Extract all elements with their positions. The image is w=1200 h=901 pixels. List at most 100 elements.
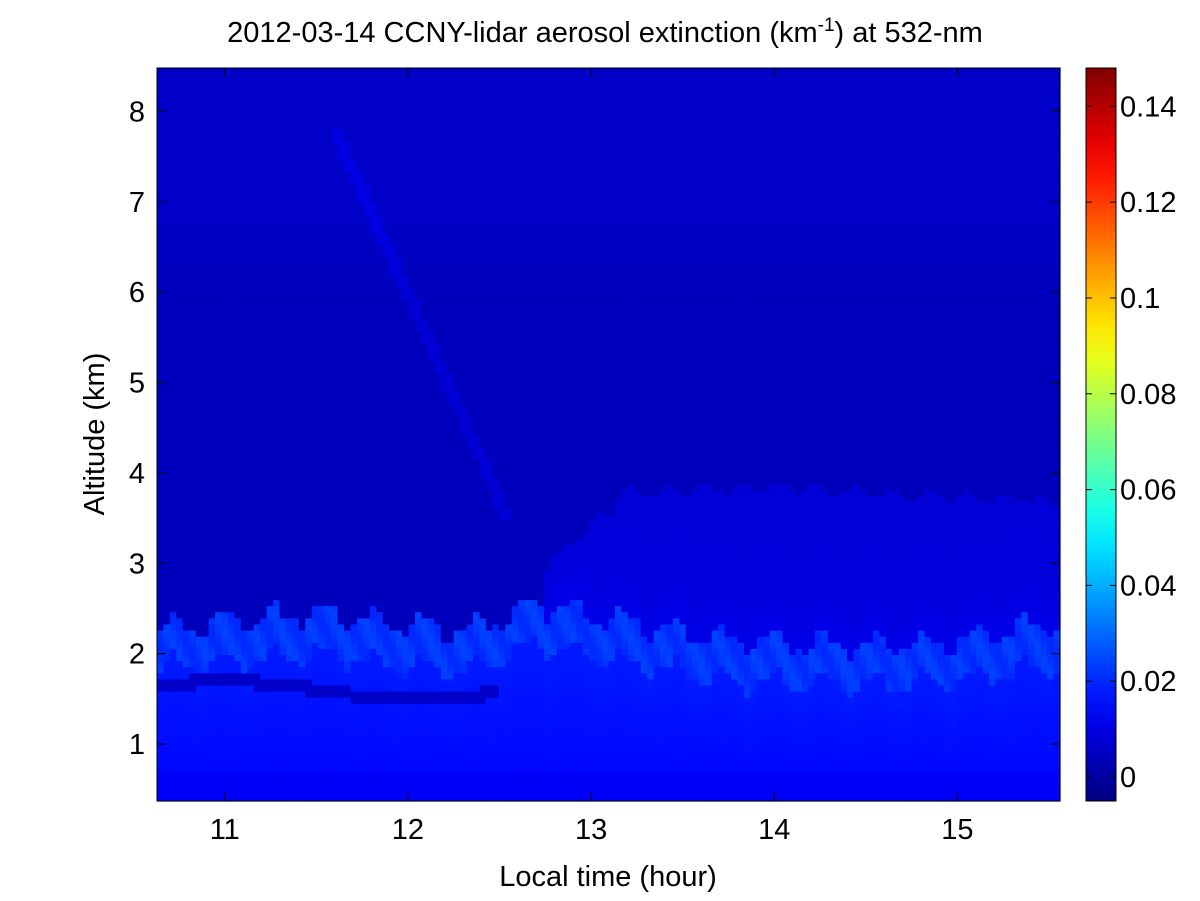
heatmap-cell (292, 422, 300, 429)
heatmap-cell (169, 196, 177, 203)
heatmap-cell (311, 104, 319, 112)
heatmap-cell (240, 86, 248, 94)
heatmap-cell (202, 764, 210, 772)
heatmap-cell (227, 605, 235, 613)
heatmap-cell (202, 122, 210, 130)
heatmap-cell (195, 611, 203, 619)
heatmap-cell (195, 501, 203, 509)
heatmap-cell (240, 538, 248, 546)
heatmap-cell (279, 617, 287, 625)
heatmap-cell (266, 611, 274, 619)
heatmap-cell (356, 245, 364, 252)
heatmap-cell (298, 367, 306, 375)
heatmap-cell (389, 202, 397, 210)
heatmap-cell (169, 581, 177, 588)
heatmap-cell (247, 196, 255, 203)
heatmap-cell (376, 86, 384, 94)
heatmap-cell (163, 226, 171, 234)
heatmap-cell (382, 239, 390, 246)
heatmap-cell (408, 416, 416, 423)
heatmap-cell (350, 458, 358, 466)
heatmap-cell (266, 226, 274, 234)
heatmap-cell (182, 330, 190, 338)
heatmap-cell (260, 122, 268, 130)
heatmap-cell (273, 184, 281, 191)
heatmap-cell (395, 239, 403, 246)
heatmap-cell (318, 758, 326, 765)
heatmap-cell (260, 495, 268, 503)
heatmap-cell (202, 208, 210, 216)
heatmap-cell (195, 239, 203, 246)
heatmap-cell (260, 703, 268, 710)
heatmap-cell (389, 770, 397, 778)
heatmap-cell (318, 691, 326, 698)
heatmap-cell (402, 452, 410, 460)
heatmap-cell (324, 709, 332, 717)
heatmap-cell (305, 245, 313, 252)
heatmap-cell (157, 513, 165, 521)
heatmap-cell (182, 629, 190, 637)
heatmap-cell (182, 776, 190, 784)
heatmap-cell (176, 691, 184, 698)
heatmap-cell (286, 733, 294, 741)
heatmap-cell (215, 220, 223, 228)
heatmap-cell (182, 642, 190, 649)
heatmap-cell (227, 306, 235, 313)
heatmap-cell (234, 764, 242, 772)
heatmap-cell (337, 794, 345, 802)
heatmap-cell (260, 214, 268, 222)
heatmap-cell (369, 605, 377, 613)
heatmap-cell (253, 684, 261, 692)
heatmap-cell (369, 177, 377, 185)
heatmap-cell (395, 550, 403, 558)
heatmap-cell (227, 391, 235, 399)
heatmap-cell (324, 86, 332, 94)
heatmap-cell (369, 703, 377, 710)
heatmap-cell (292, 330, 300, 338)
heatmap-cell (221, 251, 229, 258)
heatmap-cell (189, 116, 197, 124)
heatmap-cell (356, 269, 364, 277)
heatmap-cell (266, 232, 274, 240)
heatmap-cell (363, 752, 371, 759)
heatmap-cell (298, 697, 306, 704)
heatmap-cell (395, 135, 403, 142)
heatmap-cell (389, 672, 397, 680)
heatmap-cell (208, 104, 216, 112)
heatmap-cell (376, 550, 384, 558)
heatmap-cell (369, 556, 377, 564)
heatmap-cell (286, 214, 294, 222)
heatmap-cell (221, 80, 229, 87)
heatmap-cell (292, 416, 300, 423)
heatmap-cell (292, 513, 300, 521)
heatmap-cell (253, 458, 261, 466)
heatmap-cell (415, 98, 423, 106)
heatmap-cell (344, 465, 352, 472)
heatmap-cell (356, 629, 364, 637)
heatmap-cell (273, 385, 281, 393)
heatmap-cell (202, 495, 210, 503)
heatmap-cell (305, 232, 313, 240)
heatmap-cell (247, 440, 255, 448)
heatmap-cell (376, 709, 384, 717)
heatmap-cell (253, 416, 261, 423)
heatmap-cell (253, 636, 261, 643)
heatmap-cell (421, 611, 429, 619)
heatmap-cell (189, 758, 197, 765)
heatmap-cell (382, 68, 390, 75)
heatmap-cell (221, 574, 229, 582)
heatmap-cell (286, 770, 294, 778)
heatmap-cell (421, 458, 429, 466)
heatmap-cell (163, 104, 171, 112)
heatmap-cell (169, 330, 177, 338)
heatmap-cell (363, 758, 371, 765)
heatmap-cell (363, 684, 371, 692)
heatmap-cell (169, 520, 177, 527)
heatmap-cell (208, 629, 216, 637)
heatmap-cell (279, 391, 287, 399)
heatmap-cell (311, 153, 319, 161)
heatmap-cell (163, 318, 171, 326)
heatmap-cell (331, 758, 339, 765)
heatmap-cell (350, 177, 358, 185)
heatmap-cell (273, 202, 281, 210)
